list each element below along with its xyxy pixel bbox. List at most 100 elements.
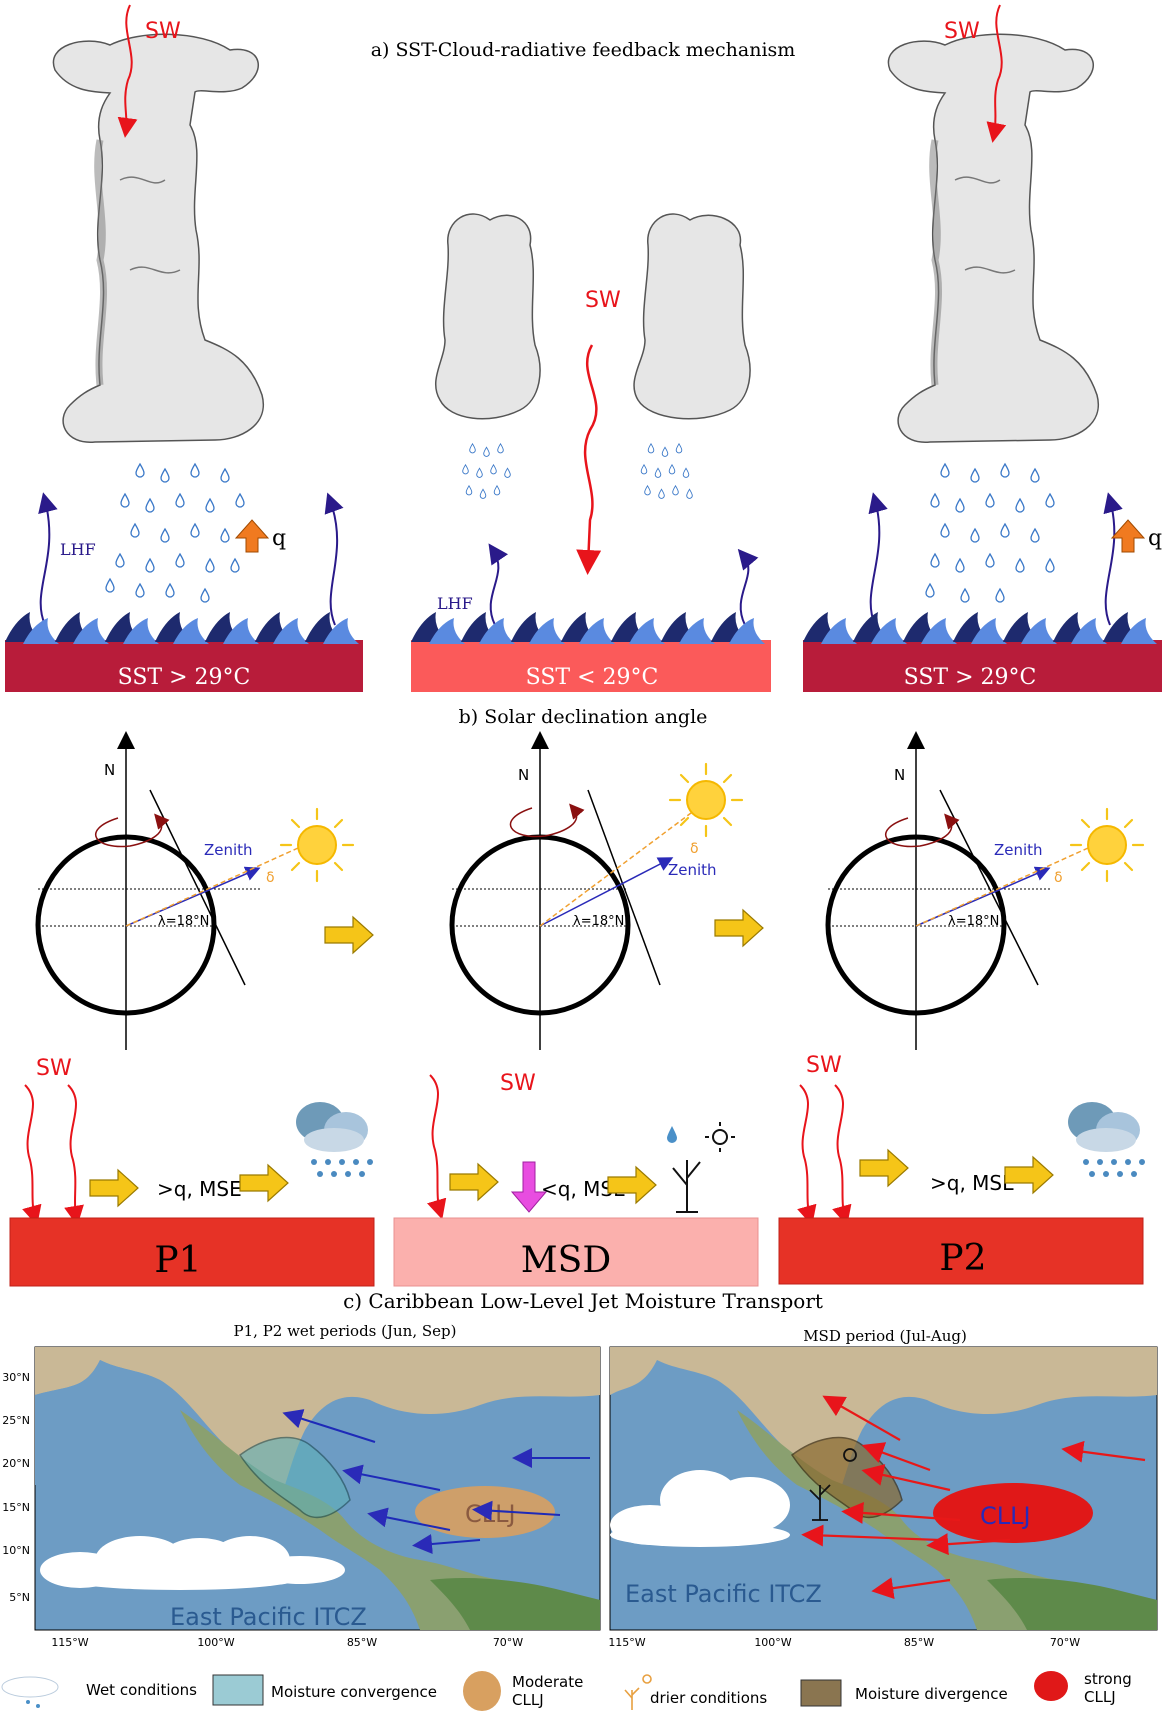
lhf-arrow-left-1 <box>38 492 58 626</box>
panel-c: c) Caribbean Low-Level Jet Moisture Tran… <box>2 1289 1158 1649</box>
svg-text:q: q <box>272 526 286 551</box>
lhf-label-mid: LHF <box>437 594 473 613</box>
lhf-arrow-mid-1 <box>488 543 509 626</box>
sst-label-mid: SST < 29°C <box>526 665 659 690</box>
sst-label-left: SST > 29°C <box>118 665 251 690</box>
legend-drier: drier conditions <box>650 1689 767 1707</box>
map-right: CLLJ East Pacific ITCZ <box>608 1346 1158 1649</box>
lhf-arrow-left-2 <box>324 492 344 626</box>
panel-b: b) Solar declination angle N Zenith δ λ=… <box>35 706 1145 1050</box>
svg-text:N: N <box>894 766 905 784</box>
p1-label: P1 <box>154 1240 201 1281</box>
dry-tree-map-icon <box>809 1448 857 1521</box>
svg-text:δ: δ <box>690 841 699 857</box>
panel-a-title: a) SST-Cloud-radiative feedback mechanis… <box>371 39 796 61</box>
svg-text:q: q <box>1148 526 1162 551</box>
map-right-title: MSD period (Jul-Aug) <box>803 1327 967 1345</box>
panel-a: SW SW SW <box>5 4 1162 692</box>
svg-text:λ=18°N: λ=18°N <box>573 914 624 929</box>
legend: Wet conditions Moisture convergence Mode… <box>1 1670 1132 1711</box>
svg-text:30°N: 30°N <box>2 1371 30 1384</box>
sw-label-a-left: SW <box>145 19 181 44</box>
legend-convergence: Moisture convergence <box>271 1683 437 1701</box>
small-cloud-left <box>435 213 541 420</box>
q-arrow-left: q <box>234 519 286 553</box>
msd-bar <box>393 1217 759 1287</box>
svg-text:85°W: 85°W <box>347 1636 377 1649</box>
ocean-mid: SST < 29°C <box>411 612 771 692</box>
svg-text:70°W: 70°W <box>1050 1636 1080 1649</box>
tall-cloud-right <box>887 33 1100 443</box>
wet-clouds-left <box>40 1536 345 1590</box>
drop-icon <box>667 1126 677 1143</box>
legend-strong: strong CLLJ <box>1084 1670 1132 1706</box>
svg-text:20°N: 20°N <box>2 1457 30 1470</box>
small-cloud-right <box>633 213 751 420</box>
svg-text:Zenith: Zenith <box>668 861 717 879</box>
arrow-b-2 <box>714 909 764 947</box>
svg-text:N: N <box>518 766 529 784</box>
panel-c-title: c) Caribbean Low-Level Jet Moisture Tran… <box>343 1289 823 1313</box>
itcz-left-label: East Pacific ITCZ <box>170 1603 367 1631</box>
sw-label-a-right: SW <box>944 19 980 44</box>
ocean-left: SST > 29°C <box>5 612 363 692</box>
svg-text:5°N: 5°N <box>9 1591 30 1604</box>
rain-drops-mid <box>462 443 693 499</box>
svg-text:10°N: 10°N <box>2 1544 30 1557</box>
sw-arrow-a-right <box>986 4 1007 143</box>
more-q-label-1: >q, MSE <box>157 1177 242 1201</box>
sw-arrow-a-left <box>117 4 138 138</box>
svg-text:N: N <box>104 761 115 779</box>
legend-wet-icon <box>1 1676 59 1708</box>
sst-label-right: SST > 29°C <box>904 665 1037 690</box>
svg-text:δ: δ <box>266 870 275 886</box>
legend-divergence-swatch <box>800 1679 842 1707</box>
svg-text:δ: δ <box>1054 870 1063 886</box>
svg-text:70°W: 70°W <box>493 1636 523 1649</box>
p2-bar <box>778 1217 1144 1285</box>
legend-convergence-swatch <box>212 1674 264 1706</box>
sw-label-p2: SW <box>806 1053 842 1078</box>
lhf-arrow-right-2 <box>1103 492 1123 626</box>
p2-label: P2 <box>939 1238 986 1279</box>
strong-cllj <box>933 1483 1093 1543</box>
svg-text:λ=18°N: λ=18°N <box>158 914 209 929</box>
svg-text:25°N: 25°N <box>2 1414 30 1427</box>
lhf-arrow-right-1 <box>868 492 888 626</box>
ocean-right: SST > 29°C <box>803 612 1162 692</box>
svg-text:CLLJ: CLLJ <box>980 1502 1031 1530</box>
svg-text:λ=18°N: λ=18°N <box>948 914 999 929</box>
rain-drops-right <box>925 463 1055 603</box>
tall-cloud-left <box>52 33 265 443</box>
svg-text:Zenith: Zenith <box>994 841 1043 859</box>
sw-arrow-a-mid <box>576 344 602 575</box>
legend-moderate-swatch <box>463 1671 501 1711</box>
svg-text:100°W: 100°W <box>754 1636 791 1649</box>
sw-label-a-mid: SW <box>585 288 621 313</box>
wet-clouds-right <box>610 1470 790 1547</box>
legend-drier-icon <box>624 1674 652 1710</box>
svg-text:115°W: 115°W <box>51 1636 88 1649</box>
itcz-right-label: East Pacific ITCZ <box>625 1580 822 1608</box>
legend-wet: Wet conditions <box>86 1681 197 1699</box>
legend-moderate: Moderate CLLJ <box>512 1673 583 1709</box>
svg-text:115°W: 115°W <box>608 1636 645 1649</box>
map-left-title: P1, P2 wet periods (Jun, Sep) <box>234 1322 457 1340</box>
legend-strong-swatch <box>1034 1671 1068 1701</box>
earth-diagram-3: N Zenith δ λ=18°N <box>825 731 1145 1050</box>
svg-text:100°W: 100°W <box>197 1636 234 1649</box>
rain-drops-left <box>105 463 245 603</box>
svg-text:CLLJ: CLLJ <box>465 1500 516 1528</box>
arrow-b-1 <box>324 916 374 954</box>
lhf-label-left: LHF <box>60 540 96 559</box>
svg-text:85°W: 85°W <box>904 1636 934 1649</box>
map-left: CLLJ East Pacific ITCZ 30°N 25°N 20°N 15… <box>2 1346 601 1649</box>
sw-label-p1: SW <box>36 1056 72 1081</box>
legend-divergence: Moisture divergence <box>855 1685 1008 1703</box>
msd-label: MSD <box>521 1240 611 1281</box>
lhf-arrow-mid-2 <box>737 548 759 626</box>
q-arrow-right: q <box>1110 519 1162 553</box>
earth-diagram-1: N Zenith δ λ=18°N <box>35 731 355 1050</box>
p1-bar <box>9 1217 375 1287</box>
